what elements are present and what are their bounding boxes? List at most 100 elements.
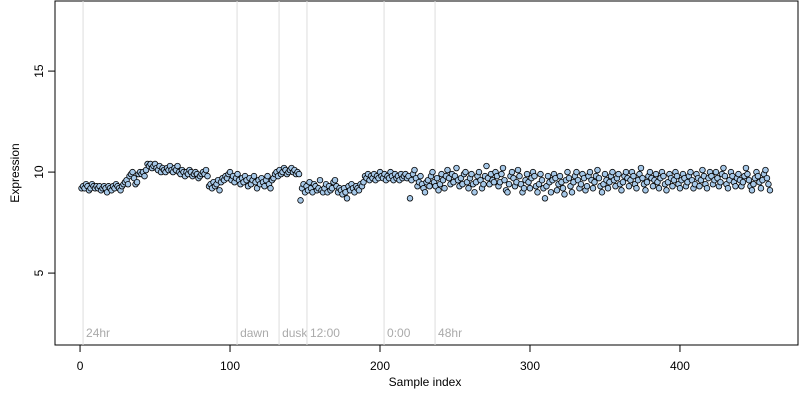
point <box>564 168 571 176</box>
point <box>468 170 475 178</box>
point <box>669 183 676 190</box>
point <box>703 185 711 192</box>
x-tick-label: 100 <box>220 359 240 373</box>
point <box>757 185 765 192</box>
annotation-label: 48hr <box>438 326 462 340</box>
point <box>250 172 258 180</box>
point <box>124 181 132 188</box>
point <box>537 170 544 178</box>
point <box>129 168 136 176</box>
point <box>604 185 612 192</box>
point <box>687 168 694 176</box>
point <box>577 181 585 188</box>
point <box>637 164 645 172</box>
point <box>508 168 516 176</box>
point <box>721 172 729 180</box>
point <box>490 178 498 186</box>
x-tick-label: 300 <box>520 359 540 373</box>
annotation-label: dusk <box>282 326 308 340</box>
point <box>462 168 469 176</box>
point <box>676 185 684 192</box>
point <box>174 162 181 170</box>
point <box>619 178 627 186</box>
point <box>750 181 757 188</box>
point <box>561 191 568 198</box>
point <box>565 174 573 182</box>
point <box>202 166 210 174</box>
point <box>652 170 660 178</box>
point <box>556 172 564 180</box>
point <box>297 197 304 204</box>
point <box>633 185 640 192</box>
point <box>343 195 351 202</box>
point <box>516 172 523 180</box>
point <box>649 183 657 190</box>
annotation-label: 12:00 <box>310 326 340 340</box>
point <box>505 181 513 188</box>
point <box>499 164 507 172</box>
point <box>630 172 637 180</box>
x-tick-label: 0 <box>77 359 84 373</box>
point <box>717 178 724 186</box>
point <box>586 168 594 176</box>
point <box>435 187 442 194</box>
plot-frame <box>54 0 799 346</box>
point <box>316 176 324 184</box>
point <box>267 185 274 192</box>
x-axis-label: Sample index <box>389 375 462 389</box>
point <box>622 168 630 176</box>
point <box>547 189 555 196</box>
point <box>465 185 472 192</box>
point <box>538 176 546 184</box>
point <box>544 172 552 180</box>
point <box>643 178 651 186</box>
point <box>444 166 451 174</box>
x-tick-label: 400 <box>670 359 690 373</box>
point <box>234 170 241 178</box>
point <box>504 189 511 196</box>
point <box>501 176 508 184</box>
y-tick-label: 10 <box>32 165 46 179</box>
point <box>712 168 720 176</box>
point <box>673 172 681 180</box>
annotation-label: 24hr <box>86 326 110 340</box>
point <box>331 176 339 184</box>
point <box>433 174 441 182</box>
point <box>583 183 591 190</box>
point <box>639 174 646 182</box>
point <box>531 172 538 180</box>
x-tick-label: 200 <box>370 359 390 373</box>
point <box>417 172 424 180</box>
point <box>732 183 739 190</box>
point <box>295 170 303 178</box>
point <box>520 185 528 192</box>
point <box>526 185 534 192</box>
point <box>595 174 603 182</box>
point <box>609 168 616 176</box>
point <box>216 187 223 194</box>
point <box>441 185 448 192</box>
point <box>748 187 756 194</box>
point <box>534 189 541 196</box>
point <box>421 189 429 196</box>
point <box>660 172 667 180</box>
point <box>739 178 747 186</box>
point <box>618 187 625 194</box>
point <box>615 170 622 178</box>
point <box>406 195 414 202</box>
point <box>744 170 751 178</box>
point <box>766 187 774 194</box>
point <box>471 189 478 196</box>
point <box>591 178 598 186</box>
y-tick-label: 15 <box>32 64 46 78</box>
point <box>745 176 753 184</box>
y-axis-label: Expression <box>8 143 22 202</box>
point <box>559 185 567 192</box>
point <box>480 181 487 188</box>
point <box>763 174 771 182</box>
point <box>762 166 769 174</box>
point <box>663 187 670 194</box>
point <box>655 185 663 192</box>
point <box>429 168 436 176</box>
